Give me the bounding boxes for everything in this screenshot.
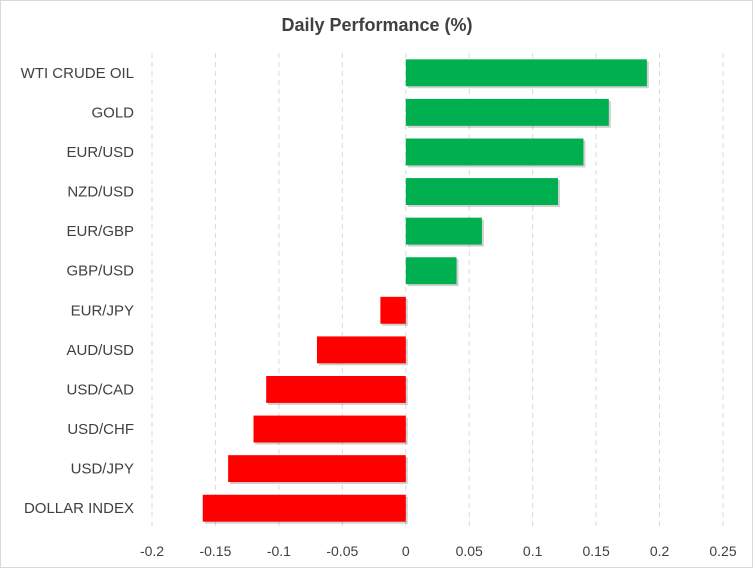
x-tick-label: 0.25 [709, 543, 736, 559]
category-label: DOLLAR INDEX [24, 500, 134, 517]
x-tick-label: -0.05 [326, 543, 358, 559]
bar-nzd-usd [405, 178, 559, 205]
bar-usd-chf [253, 415, 406, 443]
bar-eur-gbp [405, 217, 482, 245]
x-tick-label: 0.2 [650, 543, 670, 559]
bar-gold [405, 98, 609, 126]
x-tick-labels: -0.2 -0.15 -0.1 -0.05 0 0.05 0.1 0.15 0.2 0.25 [140, 543, 737, 559]
x-tick-label: -0.1 [267, 543, 291, 559]
x-tick-label: 0.05 [456, 543, 483, 559]
bar-dollar-index [202, 494, 406, 522]
bar-gbp-usd [405, 257, 457, 285]
x-tick-label: -0.15 [199, 543, 231, 559]
category-label: EUR/USD [66, 144, 134, 161]
bars [202, 59, 649, 524]
x-tick-label: 0.15 [582, 543, 609, 559]
category-label: NZD/USD [67, 184, 134, 201]
category-label: GOLD [91, 104, 134, 121]
category-label: USD/CHF [67, 421, 134, 438]
category-label: EUR/JPY [71, 302, 134, 319]
category-label: USD/CAD [66, 381, 134, 398]
bar-usd-cad [266, 376, 406, 403]
category-labels: WTI CRUDE OIL GOLD EUR/USD NZD/USD EUR/GBP GB… [21, 65, 135, 517]
category-label: AUD/USD [66, 342, 134, 359]
bar-eur-usd [405, 138, 584, 166]
bar-wti-crude-oil [405, 59, 647, 87]
bar-eur-jpy [380, 296, 406, 324]
chart-title: Daily Performance (%) [281, 15, 472, 35]
bar-usd-jpy [228, 455, 406, 483]
bar-aud-usd [316, 336, 406, 364]
category-label: WTI CRUDE OIL [21, 65, 134, 82]
x-tick-label: 0 [402, 543, 410, 559]
category-label: USD/JPY [71, 461, 134, 478]
category-label: GBP/USD [66, 263, 134, 280]
category-label: EUR/GBP [66, 223, 134, 240]
gridlines [151, 53, 724, 528]
x-tick-label: 0.1 [523, 543, 543, 559]
x-tick-label: -0.2 [140, 543, 164, 559]
